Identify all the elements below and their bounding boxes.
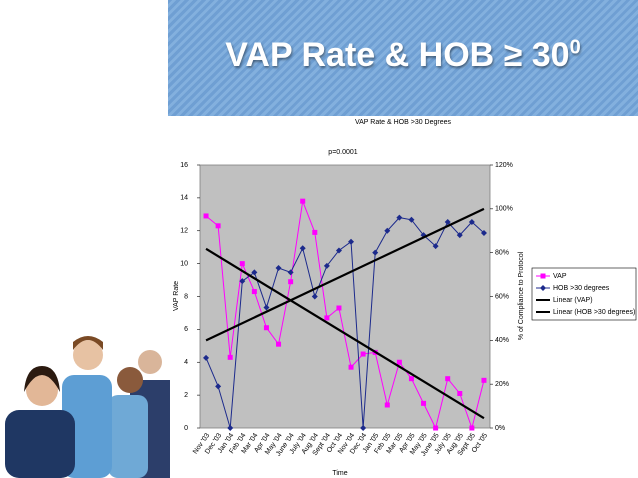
point xyxy=(251,269,258,276)
y-tick-label: 6 xyxy=(184,326,188,333)
point xyxy=(203,213,209,219)
point xyxy=(323,262,330,269)
point xyxy=(239,278,246,285)
point xyxy=(384,227,391,234)
y-axis-label: VAP Rate xyxy=(173,281,180,311)
y-tick-label: 12 xyxy=(180,228,188,235)
y-tick-label: 0 xyxy=(184,425,188,432)
point xyxy=(312,229,318,235)
point xyxy=(360,425,367,431)
series-line xyxy=(205,217,485,429)
point xyxy=(372,249,379,256)
point xyxy=(276,341,282,347)
y-tick-label: 14 xyxy=(180,195,188,202)
series-line xyxy=(205,199,485,430)
legend-marker xyxy=(540,285,546,291)
nurses-photo xyxy=(0,300,170,478)
slide-title: VAP Rate & HOB ≥ 300 xyxy=(168,36,638,75)
trend-line xyxy=(205,247,485,420)
point xyxy=(408,216,415,223)
point xyxy=(432,243,439,250)
title-text: VAP Rate & HOB ≥ 30 xyxy=(225,36,570,74)
point xyxy=(348,238,355,245)
point xyxy=(300,198,306,204)
chart-title: VAP Rate & HOB >30 Degrees xyxy=(355,119,452,126)
y2-tick-label: 80% xyxy=(495,250,509,257)
point xyxy=(360,351,366,357)
point xyxy=(348,364,354,370)
point xyxy=(396,214,403,221)
point xyxy=(263,325,269,331)
point xyxy=(288,279,294,285)
point xyxy=(227,425,234,431)
trend-line xyxy=(205,207,485,342)
point xyxy=(384,402,390,408)
legend-label: Linear (HOB >30 degrees) xyxy=(553,309,635,316)
point xyxy=(456,232,463,239)
y2-tick-label: 40% xyxy=(495,337,509,344)
title-banner xyxy=(168,0,638,116)
y2-tick-label: 120% xyxy=(495,162,513,169)
x-axis-label: Time xyxy=(332,470,347,477)
point xyxy=(227,354,233,360)
point xyxy=(335,247,342,254)
title-superscript: 0 xyxy=(569,36,581,59)
y2-tick-label: 20% xyxy=(495,381,509,388)
point xyxy=(468,218,475,225)
point xyxy=(324,315,330,321)
point xyxy=(311,293,318,300)
legend-marker xyxy=(540,273,546,279)
y-tick-label: 8 xyxy=(184,293,188,300)
point xyxy=(203,354,210,361)
y-tick-label: 16 xyxy=(180,162,188,169)
point xyxy=(287,269,294,276)
y2-axis-label: % of Compliance to Protocol xyxy=(518,251,525,340)
y-tick-label: 4 xyxy=(184,359,188,366)
point xyxy=(481,377,487,383)
point xyxy=(299,245,306,252)
point xyxy=(445,376,451,382)
y2-tick-label: 100% xyxy=(495,206,513,213)
point xyxy=(336,305,342,311)
point xyxy=(469,425,475,431)
point xyxy=(408,376,414,382)
point xyxy=(215,223,221,229)
point xyxy=(239,261,245,267)
point xyxy=(263,304,270,311)
point xyxy=(444,218,451,225)
annotation: p=0.0001 xyxy=(328,149,357,156)
point xyxy=(457,390,463,396)
point xyxy=(433,425,439,431)
point xyxy=(480,229,487,236)
point xyxy=(251,289,257,295)
legend-label: Linear (VAP) xyxy=(553,297,593,304)
legend-label: HOB >30 degrees xyxy=(553,285,610,292)
point xyxy=(215,383,222,390)
y2-tick-label: 0% xyxy=(495,425,505,432)
legend-label: VAP xyxy=(553,273,567,280)
point xyxy=(421,400,427,406)
y2-tick-label: 60% xyxy=(495,293,509,300)
y-tick-label: 2 xyxy=(184,392,188,399)
point xyxy=(275,265,282,272)
y-tick-label: 10 xyxy=(180,260,188,267)
point xyxy=(396,359,402,365)
plot-area xyxy=(199,164,491,429)
